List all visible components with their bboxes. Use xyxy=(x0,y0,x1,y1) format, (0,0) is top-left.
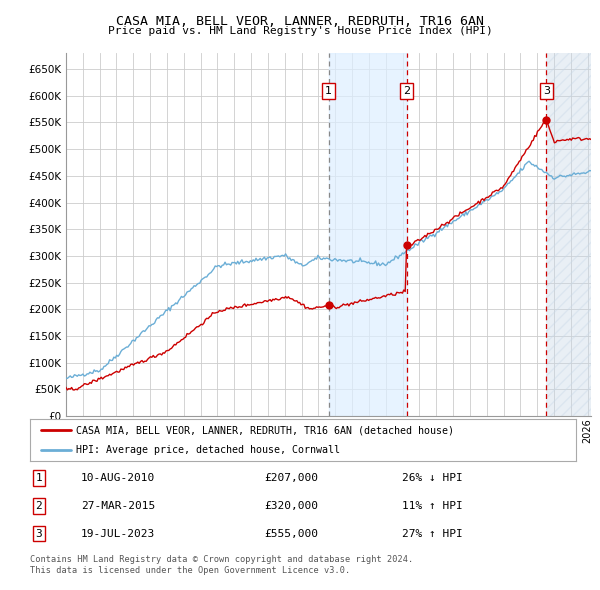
Text: 1: 1 xyxy=(325,86,332,96)
Text: HPI: Average price, detached house, Cornwall: HPI: Average price, detached house, Corn… xyxy=(76,445,340,455)
Text: £320,000: £320,000 xyxy=(264,501,318,511)
Text: 27% ↑ HPI: 27% ↑ HPI xyxy=(402,529,463,539)
Text: 26% ↓ HPI: 26% ↓ HPI xyxy=(402,473,463,483)
Text: £207,000: £207,000 xyxy=(264,473,318,483)
Text: 3: 3 xyxy=(543,86,550,96)
Text: CASA MIA, BELL VEOR, LANNER, REDRUTH, TR16 6AN: CASA MIA, BELL VEOR, LANNER, REDRUTH, TR… xyxy=(116,15,484,28)
Text: 27-MAR-2015: 27-MAR-2015 xyxy=(81,501,155,511)
Text: 2: 2 xyxy=(35,501,43,511)
Bar xyxy=(547,53,591,416)
Text: 3: 3 xyxy=(35,529,43,539)
Text: Contains HM Land Registry data © Crown copyright and database right 2024.: Contains HM Land Registry data © Crown c… xyxy=(30,555,413,563)
Text: 19-JUL-2023: 19-JUL-2023 xyxy=(81,529,155,539)
Text: CASA MIA, BELL VEOR, LANNER, REDRUTH, TR16 6AN (detached house): CASA MIA, BELL VEOR, LANNER, REDRUTH, TR… xyxy=(76,425,454,435)
Text: £555,000: £555,000 xyxy=(264,529,318,539)
Bar xyxy=(329,53,407,416)
Text: 2: 2 xyxy=(403,86,410,96)
Text: 1: 1 xyxy=(35,473,43,483)
Text: This data is licensed under the Open Government Licence v3.0.: This data is licensed under the Open Gov… xyxy=(30,566,350,575)
Text: Price paid vs. HM Land Registry's House Price Index (HPI): Price paid vs. HM Land Registry's House … xyxy=(107,26,493,36)
Text: 11% ↑ HPI: 11% ↑ HPI xyxy=(402,501,463,511)
Text: 10-AUG-2010: 10-AUG-2010 xyxy=(81,473,155,483)
